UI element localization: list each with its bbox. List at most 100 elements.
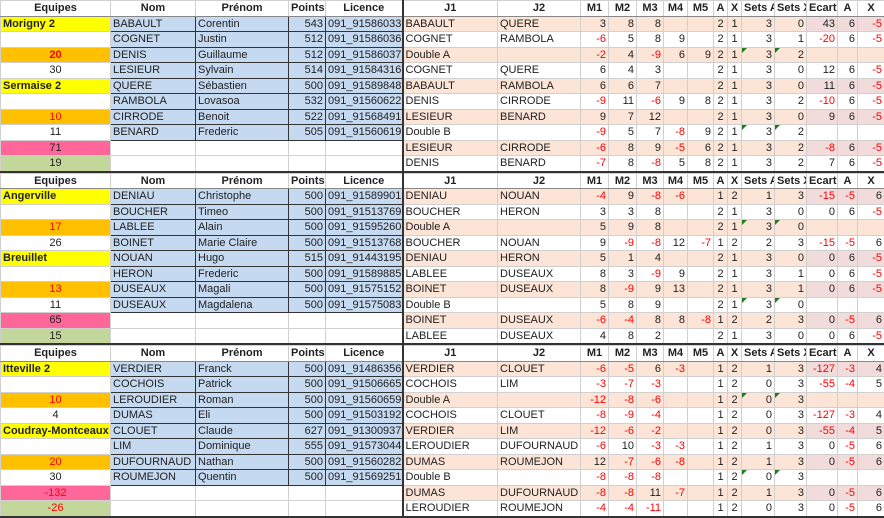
match-j2[interactable]: BENARD bbox=[498, 109, 581, 125]
empty-cell[interactable] bbox=[326, 313, 403, 329]
match-j1[interactable]: Double B bbox=[403, 297, 498, 313]
player-licence[interactable]: 091_91586037 bbox=[326, 47, 403, 63]
team2-name[interactable]: Coudray-Montceaux 1 bbox=[1, 423, 111, 439]
set-score-m2[interactable]: -4 bbox=[609, 501, 637, 517]
sets-a[interactable]: 3 bbox=[742, 16, 775, 32]
match-j1[interactable]: DENIAU bbox=[403, 189, 498, 205]
set-score-m4[interactable]: -8 bbox=[664, 125, 688, 141]
result-x[interactable] bbox=[858, 470, 884, 486]
match-j2[interactable]: DUSEAUX bbox=[498, 328, 581, 344]
sets-a[interactable]: 1 bbox=[742, 485, 775, 501]
match-a[interactable]: 1 bbox=[714, 235, 728, 251]
match-x[interactable]: 2 bbox=[728, 313, 742, 329]
match-a[interactable]: 2 bbox=[714, 109, 728, 125]
set-score-m1[interactable]: 8 bbox=[581, 282, 609, 298]
player-points[interactable]: 500 bbox=[289, 361, 326, 377]
match-j2[interactable]: RAMBOLA bbox=[498, 78, 581, 94]
sets-x[interactable]: 3 bbox=[775, 377, 807, 393]
sets-x[interactable]: 3 bbox=[775, 470, 807, 486]
set-score-m2[interactable]: 1 bbox=[609, 251, 637, 267]
match-x[interactable]: 2 bbox=[728, 470, 742, 486]
empty-cell[interactable] bbox=[111, 485, 196, 501]
set-score-m2[interactable]: -5 bbox=[609, 361, 637, 377]
ecart[interactable]: 0 bbox=[807, 501, 838, 517]
result-a[interactable] bbox=[838, 220, 858, 236]
match-x[interactable]: 1 bbox=[728, 109, 742, 125]
result-a[interactable]: -5 bbox=[838, 485, 858, 501]
result-a[interactable]: -4 bbox=[838, 377, 858, 393]
match-j2[interactable]: HERON bbox=[498, 204, 581, 220]
set-score-m5[interactable] bbox=[688, 328, 714, 344]
set-score-m3[interactable]: 8 bbox=[637, 32, 664, 48]
set-score-m3[interactable]: 2 bbox=[637, 328, 664, 344]
set-score-m5[interactable] bbox=[688, 297, 714, 313]
sets-a[interactable]: 3 bbox=[742, 109, 775, 125]
set-score-m5[interactable] bbox=[688, 408, 714, 424]
ecart[interactable] bbox=[807, 392, 838, 408]
empty-cell[interactable] bbox=[326, 501, 403, 517]
sets-a[interactable]: 0 bbox=[742, 377, 775, 393]
sets-a[interactable]: 1 bbox=[742, 189, 775, 205]
team2-score[interactable]: 10 bbox=[1, 109, 111, 125]
match-x[interactable]: 1 bbox=[728, 16, 742, 32]
sets-x[interactable]: 0 bbox=[775, 297, 807, 313]
match-j1[interactable]: LESIEUR bbox=[403, 109, 498, 125]
result-a[interactable]: -5 bbox=[838, 501, 858, 517]
sets-a[interactable]: 3 bbox=[742, 328, 775, 344]
set-score-m2[interactable]: 9 bbox=[609, 189, 637, 205]
player-nom[interactable]: DUSEAUX bbox=[111, 297, 196, 313]
empty-cell[interactable] bbox=[111, 156, 196, 172]
empty-cell[interactable] bbox=[196, 313, 289, 329]
sets-x[interactable]: 3 bbox=[775, 485, 807, 501]
match-x[interactable]: 2 bbox=[728, 408, 742, 424]
match-x[interactable]: 2 bbox=[728, 485, 742, 501]
match-j2[interactable] bbox=[498, 297, 581, 313]
set-score-m1[interactable]: 3 bbox=[581, 16, 609, 32]
match-j2[interactable]: NOUAN bbox=[498, 235, 581, 251]
empty-cell[interactable] bbox=[196, 485, 289, 501]
result-x[interactable]: -5 bbox=[858, 328, 884, 344]
set-score-m2[interactable]: -8 bbox=[609, 485, 637, 501]
set-score-m1[interactable]: 5 bbox=[581, 220, 609, 236]
result-x[interactable]: 6 bbox=[858, 235, 884, 251]
set-score-m2[interactable]: 8 bbox=[609, 297, 637, 313]
match-j1[interactable]: LESIEUR bbox=[403, 140, 498, 156]
ecart[interactable]: -55 bbox=[807, 423, 838, 439]
empty-cell[interactable] bbox=[289, 328, 326, 344]
sets-a[interactable]: 2 bbox=[742, 235, 775, 251]
match-j1[interactable]: BABAULT bbox=[403, 78, 498, 94]
player-prenom[interactable]: Benoit bbox=[196, 109, 289, 125]
player-licence[interactable]: 091_91569251 bbox=[326, 470, 403, 486]
player-nom[interactable]: DUSEAUX bbox=[111, 282, 196, 298]
match-j2[interactable]: RAMBOLA bbox=[498, 32, 581, 48]
sets-a[interactable]: 3 bbox=[742, 47, 775, 63]
team2-blank[interactable] bbox=[1, 439, 111, 455]
set-score-m2[interactable]: 4 bbox=[609, 63, 637, 79]
match-j1[interactable]: LEROUDIER bbox=[403, 439, 498, 455]
set-score-m1[interactable]: -7 bbox=[581, 156, 609, 172]
empty-cell[interactable] bbox=[111, 140, 196, 156]
set-score-m1[interactable]: -2 bbox=[581, 47, 609, 63]
match-j2[interactable]: BENARD bbox=[498, 156, 581, 172]
sets-a[interactable]: 3 bbox=[742, 32, 775, 48]
team2-name[interactable]: Breuillet bbox=[1, 251, 111, 267]
result-x[interactable]: 5 bbox=[858, 377, 884, 393]
result-a[interactable]: -3 bbox=[838, 361, 858, 377]
set-score-m5[interactable] bbox=[688, 266, 714, 282]
player-nom[interactable]: NOUAN bbox=[111, 251, 196, 267]
result-a[interactable]: -3 bbox=[838, 408, 858, 424]
sets-x[interactable]: 3 bbox=[775, 408, 807, 424]
match-j2[interactable]: LIM bbox=[498, 423, 581, 439]
team2-extra[interactable]: 11 bbox=[1, 125, 111, 141]
match-j1[interactable]: COGNET bbox=[403, 32, 498, 48]
match-j1[interactable]: BABAULT bbox=[403, 16, 498, 32]
match-a[interactable]: 2 bbox=[714, 94, 728, 110]
sets-x[interactable]: 3 bbox=[775, 392, 807, 408]
set-score-m1[interactable]: -4 bbox=[581, 189, 609, 205]
player-prenom[interactable]: Frederic bbox=[196, 125, 289, 141]
sets-a[interactable]: 2 bbox=[742, 313, 775, 329]
sets-a[interactable]: 1 bbox=[742, 361, 775, 377]
player-licence[interactable]: 091_91568491 bbox=[326, 109, 403, 125]
set-score-m3[interactable]: 4 bbox=[637, 251, 664, 267]
result-x[interactable]: 4 bbox=[858, 361, 884, 377]
